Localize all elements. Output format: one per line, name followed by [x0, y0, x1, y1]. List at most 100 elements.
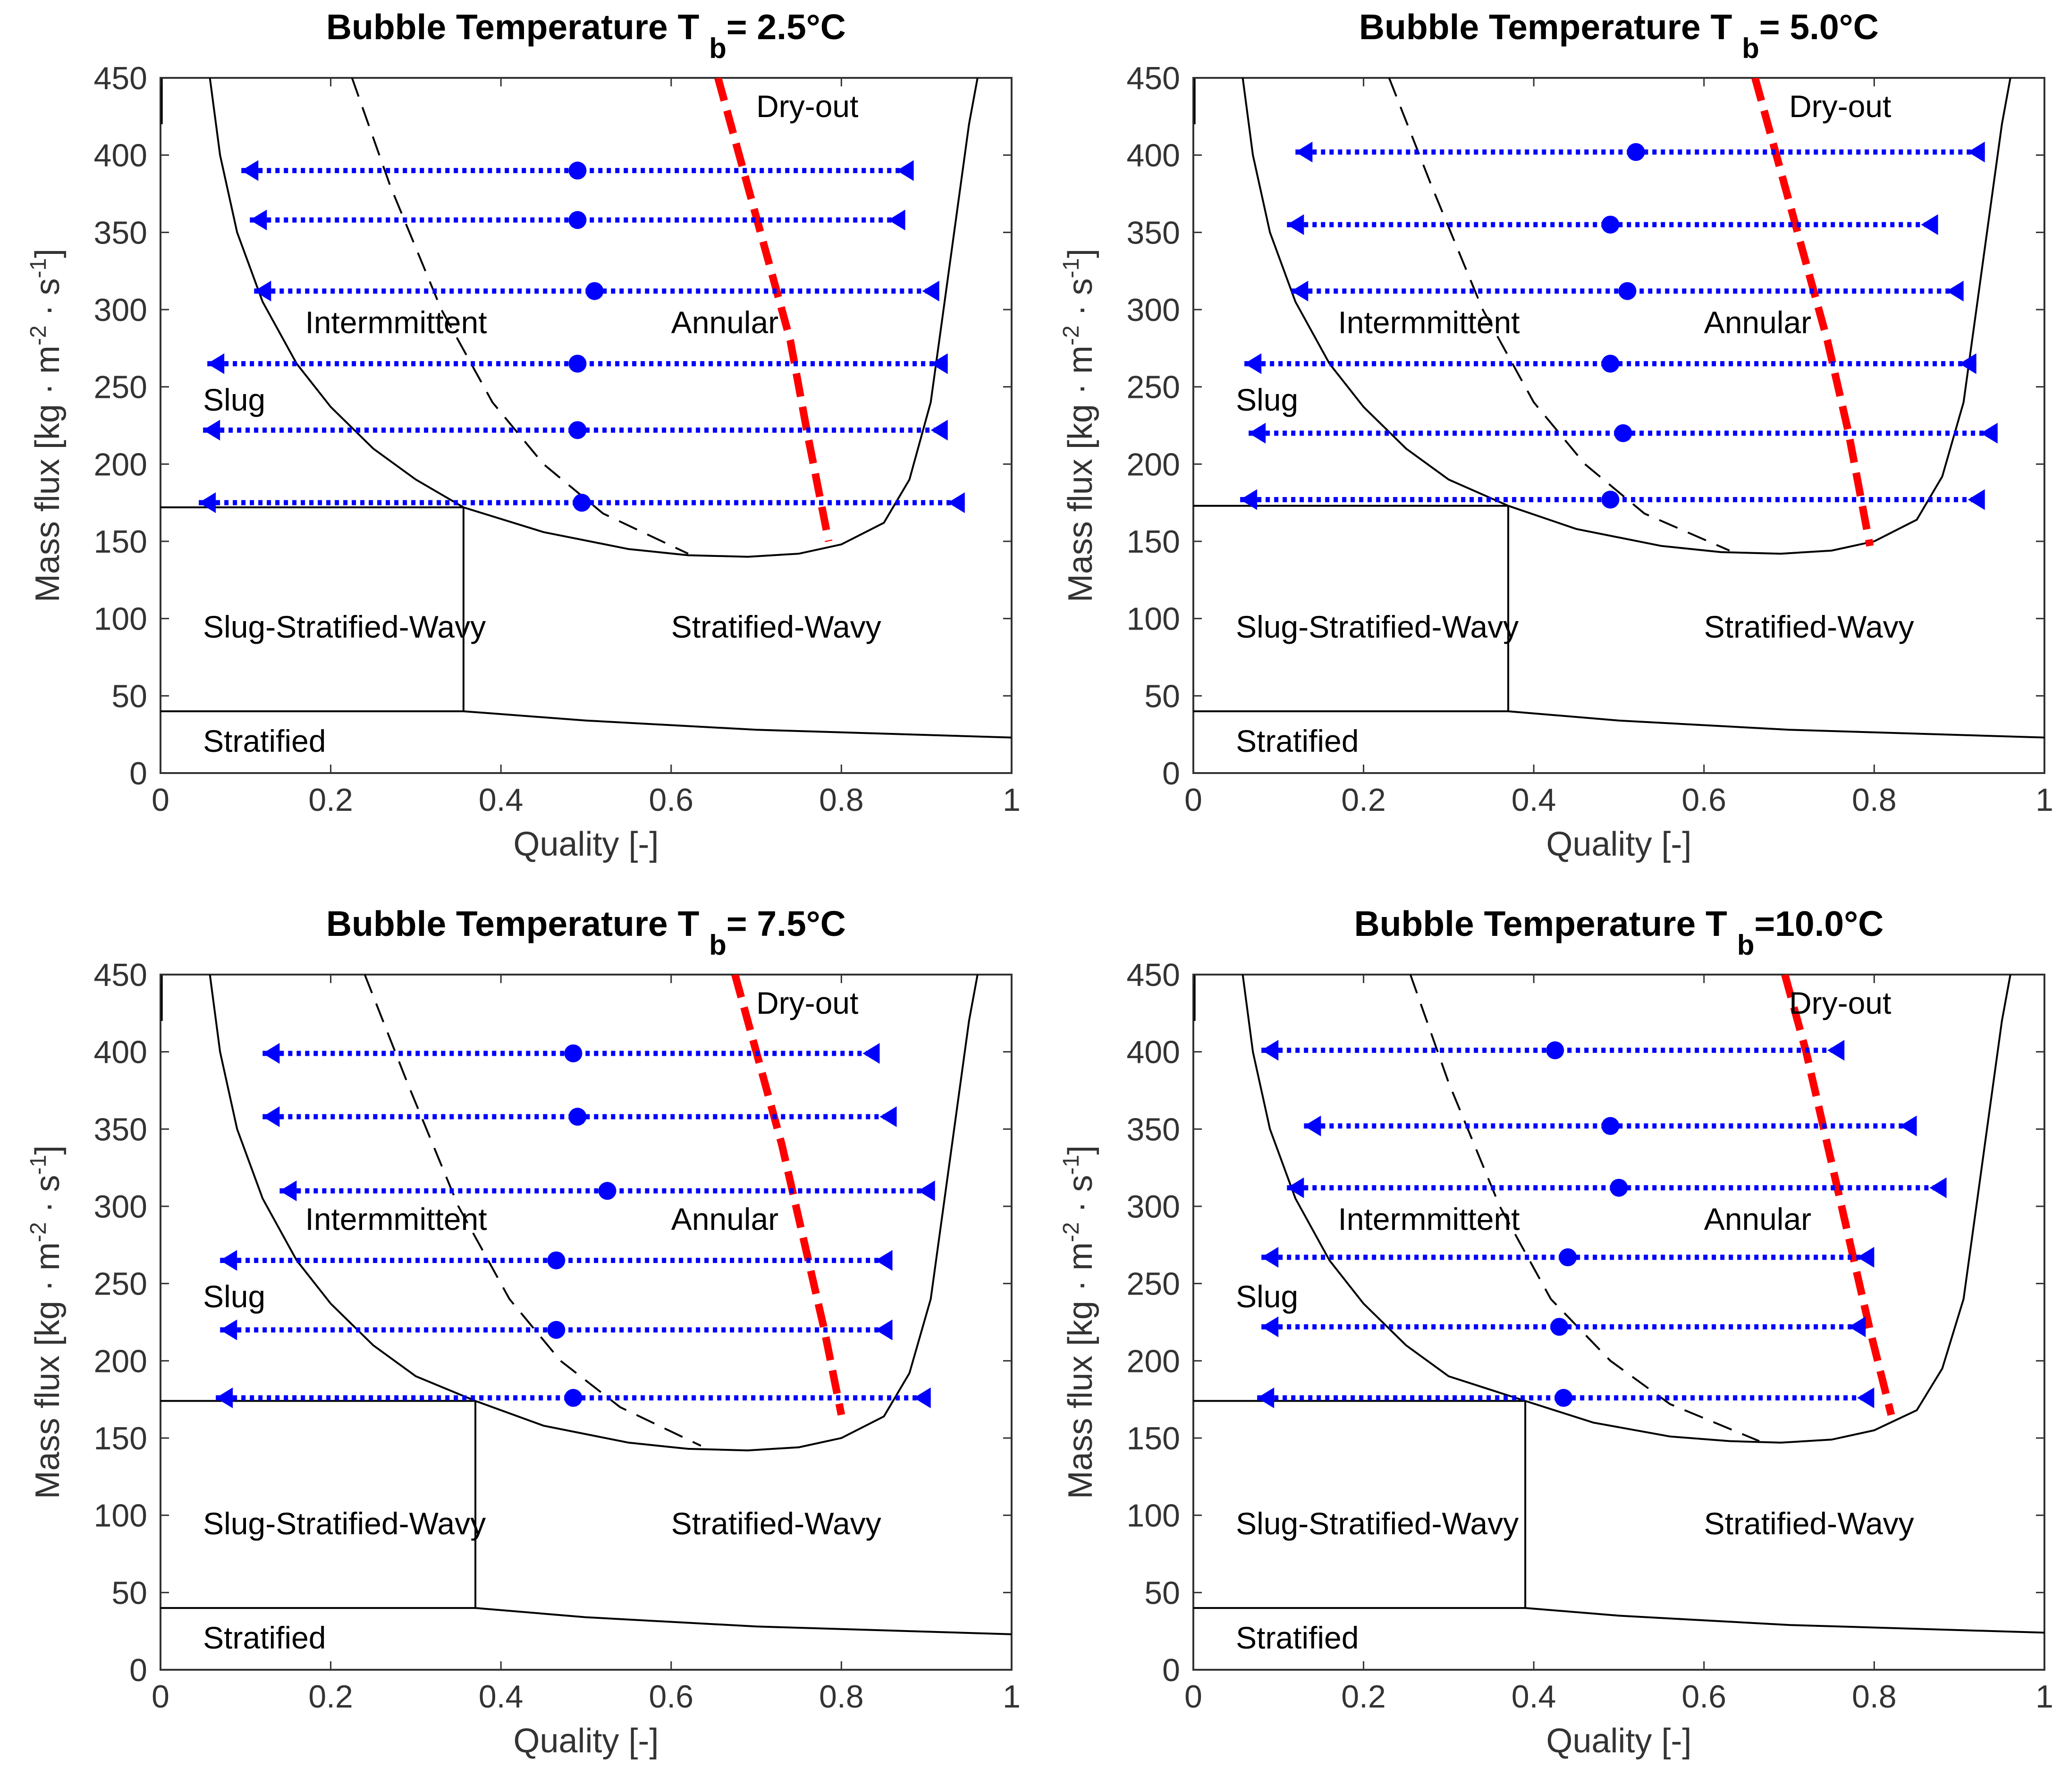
midpoint-marker: [573, 494, 591, 512]
region-label: Stratified: [1236, 1620, 1359, 1655]
chart-title: Bubble Temperature T b= 5.0°C: [1359, 7, 1879, 64]
boundary-stratified-wavy: [1508, 78, 2011, 555]
region-label: Dry-out: [1789, 985, 1891, 1020]
y-axis-label-part: -2: [26, 325, 51, 345]
y-axis-label: Mass flux [kg · m-2 · s-1]: [26, 1145, 67, 1499]
outlet-marker: [1967, 489, 1985, 510]
y-axis-label-part: -2: [1059, 1222, 1084, 1242]
y-tick-label: 150: [94, 524, 147, 560]
y-tick-label: 100: [94, 601, 147, 637]
outlet-marker: [918, 1180, 935, 1202]
region-label: Slug-Stratified-Wavy: [1236, 1506, 1519, 1541]
region-label: Slug-Stratified-Wavy: [1236, 609, 1519, 644]
test-line: [1304, 1115, 1917, 1136]
x-tick-label: 0.4: [1511, 1679, 1556, 1715]
x-tick-label: 0.8: [1852, 782, 1897, 818]
outlet-marker: [879, 1106, 897, 1127]
y-tick-label: 100: [1127, 601, 1180, 637]
y-tick-label: 450: [94, 60, 147, 96]
y-tick-label: 450: [1127, 957, 1180, 993]
title-suffix: =10.0°C: [1754, 904, 1883, 943]
plot-area: [1192, 974, 2045, 1671]
x-tick-label: 0.6: [1682, 782, 1727, 818]
midpoint-marker: [1618, 282, 1637, 300]
test-line: [1261, 1040, 1845, 1061]
test-line: [220, 1319, 893, 1340]
region-label: Slug-Stratified-Wavy: [203, 1506, 486, 1541]
y-tick-label: 350: [94, 215, 147, 251]
title-main: Bubble Temperature T: [326, 7, 709, 47]
midpoint-marker: [568, 421, 587, 439]
title-subscript: b: [709, 33, 726, 64]
title-main: Bubble Temperature T: [1359, 7, 1742, 47]
y-tick-label: 150: [1127, 524, 1180, 560]
boundary-stratified-wavy: [1525, 975, 2011, 1444]
midpoint-marker: [598, 1182, 616, 1200]
y-axis-label-part: -2: [1059, 325, 1084, 345]
y-tick-label: 400: [1127, 1035, 1180, 1070]
test-line: [1291, 280, 1964, 302]
y-axis-label-part: Mass flux [kg · m: [1062, 345, 1099, 602]
x-tick-label: 0.6: [1682, 1679, 1727, 1715]
inlet-marker: [207, 353, 225, 374]
midpoint-marker: [1601, 215, 1620, 234]
outlet-marker: [1827, 1040, 1845, 1061]
outlet-marker: [875, 1250, 893, 1271]
transition-intermittent-annular: [1388, 78, 1730, 552]
y-tick-label: 300: [1127, 1189, 1180, 1225]
test-line: [1249, 422, 1998, 444]
y-axis-label-part: ]: [1062, 1145, 1099, 1155]
inlet-marker: [254, 280, 271, 302]
outlet-marker: [1980, 422, 1998, 444]
midpoint-marker: [1627, 143, 1645, 161]
outlet-marker: [922, 280, 939, 302]
test-line: [1287, 1177, 1947, 1198]
inlet-marker: [250, 210, 267, 231]
outlet-marker: [930, 420, 948, 441]
test-line: [203, 420, 948, 441]
inlet-marker: [220, 1319, 237, 1340]
y-tick-label: 200: [1127, 1343, 1180, 1379]
x-tick-label: 0: [152, 782, 169, 818]
dryout-boundary: [1751, 78, 1874, 547]
y-tick-label: 300: [94, 1189, 147, 1225]
chart-title: Bubble Temperature T b= 2.5°C: [326, 7, 846, 64]
region-label: Stratified-Wavy: [671, 1506, 881, 1541]
inlet-marker: [1261, 1247, 1279, 1268]
inlet-marker: [199, 492, 216, 513]
y-axis-label-part: Mass flux [kg · m: [29, 345, 67, 602]
region-label: Annular: [671, 1202, 779, 1237]
test-line: [262, 1106, 897, 1127]
region-label: Slug: [203, 1279, 265, 1314]
y-tick-label: 50: [111, 678, 147, 714]
outlet-marker: [947, 492, 965, 513]
inlet-marker: [262, 1106, 280, 1127]
dryout-boundary: [1781, 975, 1895, 1416]
y-tick-label: 350: [1127, 215, 1180, 251]
outlet-marker: [862, 1043, 880, 1064]
x-tick-label: 0: [1184, 782, 1202, 818]
y-tick-label: 50: [1144, 678, 1180, 714]
inlet-marker: [1287, 1177, 1304, 1198]
x-tick-label: 1: [1003, 1679, 1021, 1715]
midpoint-marker: [1554, 1388, 1573, 1407]
region-label: Intermmittent: [305, 305, 487, 340]
chart-panel-3: Dry-out Intermmittent Annular Slug Slug-Stra…: [26, 904, 1021, 1760]
y-tick-label: 250: [94, 1266, 147, 1302]
midpoint-marker: [1559, 1248, 1577, 1267]
test-line: [1287, 214, 1938, 235]
y-axis-label-part: Mass flux [kg · m: [29, 1242, 67, 1499]
y-axis-label-part: · s: [29, 278, 67, 325]
region-label: Slug: [203, 382, 265, 417]
midpoint-marker: [1550, 1318, 1569, 1336]
midpoint-marker: [568, 211, 587, 229]
x-axis-label: Quality [-]: [1546, 1722, 1691, 1760]
region-label: Stratified: [1236, 724, 1359, 758]
region-label: Stratified-Wavy: [1704, 1506, 1914, 1541]
outlet-marker: [896, 160, 914, 181]
midpoint-marker: [1610, 1178, 1628, 1197]
y-tick-label: 300: [94, 292, 147, 328]
plot-content: [1193, 78, 2044, 739]
midpoint-marker: [547, 1321, 566, 1339]
